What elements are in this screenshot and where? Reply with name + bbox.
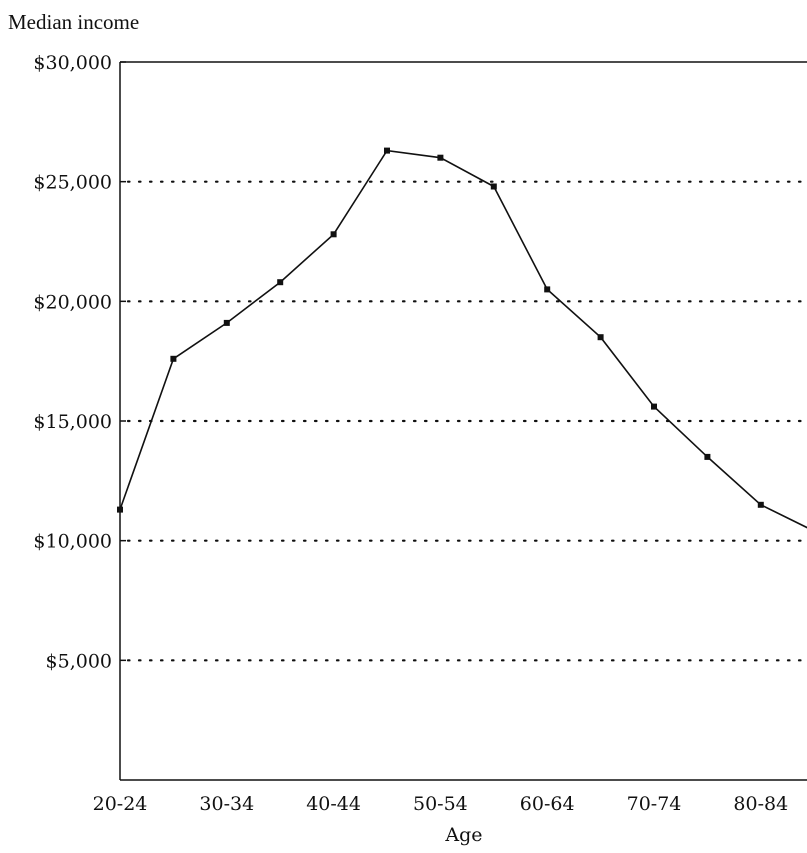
data-point	[490, 183, 497, 190]
series-group	[117, 147, 807, 529]
y-tick-label: $25,000	[33, 172, 112, 194]
data-point	[704, 453, 711, 460]
y-tick-label: $5,000	[46, 650, 112, 672]
data-point	[437, 154, 444, 161]
x-tick-label: 60-64	[520, 793, 575, 815]
x-tick-labels: 20-24 30-34 40-44 50-54 60-64 70-74 80-84	[93, 793, 789, 815]
gridlines	[126, 180, 807, 662]
data-point	[277, 279, 284, 286]
data-point	[597, 334, 604, 341]
y-tick-label: $15,000	[33, 411, 112, 433]
data-point	[117, 506, 123, 513]
y-axis-title: Median income	[8, 10, 140, 34]
data-point	[384, 147, 390, 154]
x-tick-label: 70-74	[627, 793, 682, 815]
x-axis-title: Age	[444, 824, 482, 846]
y-tick-label: $20,000	[33, 291, 112, 313]
data-point	[757, 501, 764, 508]
x-tick-label: 20-24	[93, 793, 148, 815]
x-tick-label: 30-34	[199, 793, 254, 815]
data-point	[170, 355, 177, 362]
data-point	[544, 286, 551, 293]
data-point	[330, 231, 337, 238]
y-tick-label: $30,000	[33, 52, 112, 74]
data-point	[651, 403, 657, 410]
y-tick-label: $10,000	[33, 531, 112, 553]
series-line	[119, 149, 807, 529]
axes	[119, 61, 807, 781]
x-tick-label: 80-84	[733, 793, 788, 815]
x-tick-label: 40-44	[306, 793, 361, 815]
data-point	[223, 319, 230, 326]
x-tick-label: 50-54	[413, 793, 468, 815]
y-tick-labels: $30,000 $25,000 $20,000 $15,000 $10,000 $5,00…	[33, 52, 112, 672]
